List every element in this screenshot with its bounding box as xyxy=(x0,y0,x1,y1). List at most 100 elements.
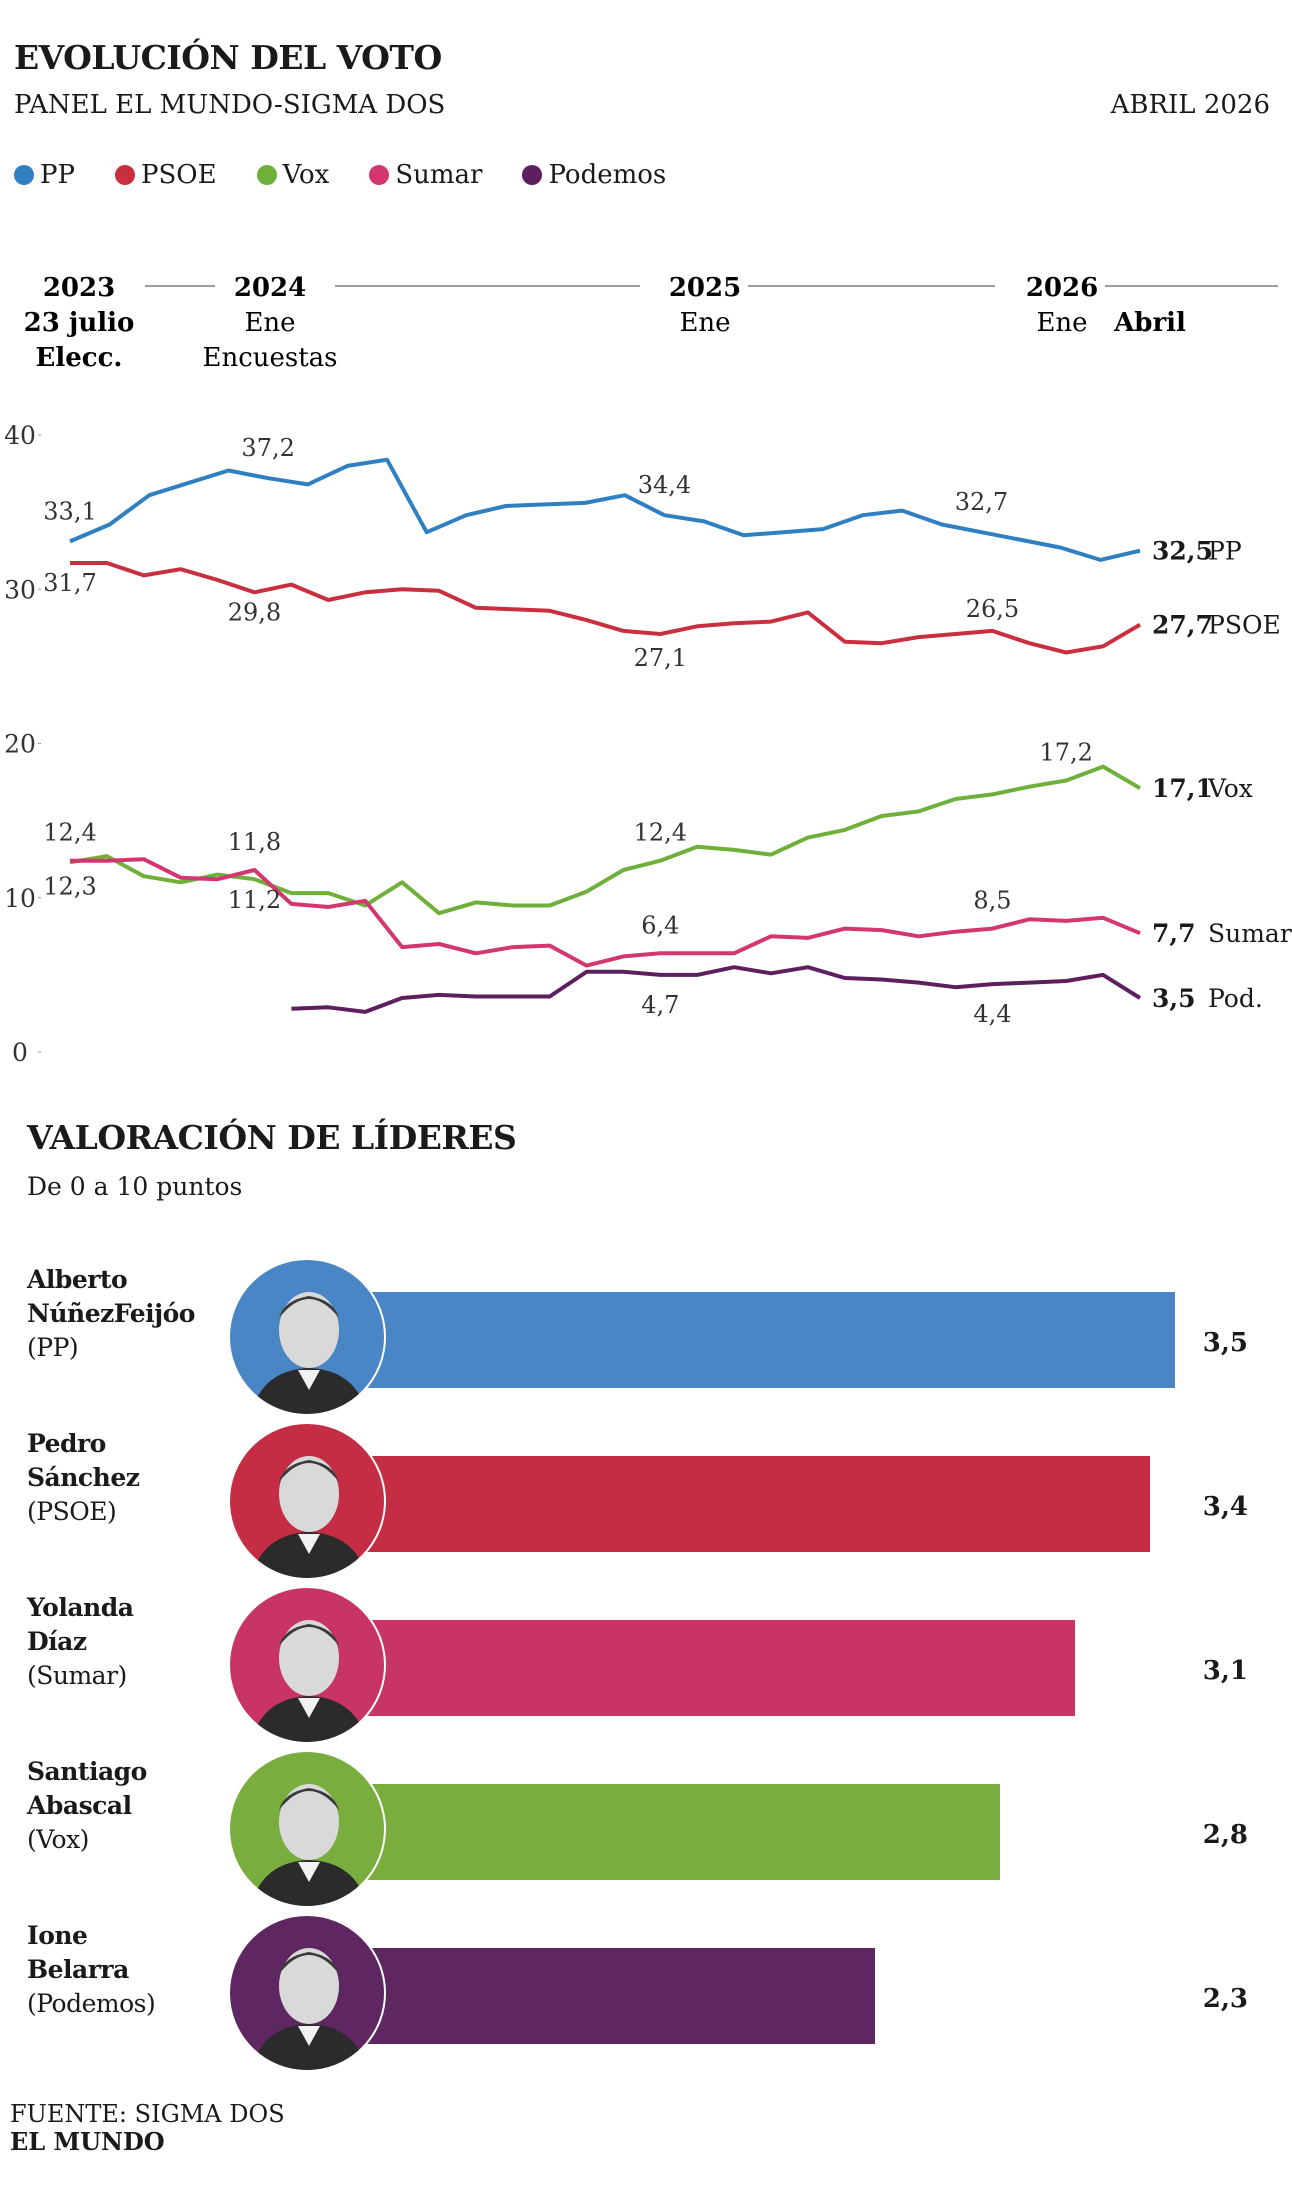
data-label: 34,4 xyxy=(638,471,691,499)
data-labels: 33,1 37,2 34,4 32,7 32,5PP 31,7 29,8 27,1 26,5 27… xyxy=(43,434,1292,1028)
timeline-label: Ene xyxy=(679,308,730,338)
leader-score: 3,1 xyxy=(1202,1656,1248,1686)
data-label: 8,5 xyxy=(973,887,1011,915)
leader-party: (Sumar) xyxy=(27,1661,127,1690)
leader-row: Pedro Sánchez (PSOE) 3,4 xyxy=(0,1422,1292,1580)
y-tick-label: 10 xyxy=(4,884,36,913)
leader-avatar xyxy=(228,1258,386,1416)
end-series-label: PP xyxy=(1208,537,1242,566)
leader-bar xyxy=(300,1620,1075,1716)
leader-name: Santiago Abascal (Vox) xyxy=(27,1755,147,1857)
y-tick-label: 0 xyxy=(12,1038,28,1067)
leader-bar xyxy=(300,1292,1175,1388)
data-label: 27,1 xyxy=(634,644,687,672)
timeline-year-2026: 2026 xyxy=(1026,273,1098,303)
leader-row: Ione Belarra (Podemos) 2,3 xyxy=(0,1914,1292,2072)
end-value-label: 17,1 xyxy=(1152,774,1213,803)
legend-dot xyxy=(522,165,543,185)
leader-avatar xyxy=(228,1422,386,1580)
data-label: 32,7 xyxy=(955,488,1008,516)
data-label: 12,4 xyxy=(43,819,96,847)
leader-last-name: Díaz xyxy=(27,1627,87,1656)
data-label: 11,8 xyxy=(228,828,281,856)
series-line-psoe xyxy=(70,561,1142,655)
legend-item-podemos: Podemos xyxy=(522,160,666,190)
data-label: 31,7 xyxy=(43,569,96,597)
data-label: 17,2 xyxy=(1039,739,1092,767)
legend-dot xyxy=(256,165,277,185)
portrait-icon xyxy=(251,1620,367,1742)
series-line-pp xyxy=(69,457,1141,562)
leader-party: (PP) xyxy=(27,1333,79,1362)
series-line-vox xyxy=(69,764,1142,916)
data-label: 29,8 xyxy=(228,598,281,626)
data-label: 11,2 xyxy=(228,886,281,914)
legend-label: PSOE xyxy=(141,160,217,190)
leader-name: Pedro Sánchez (PSOE) xyxy=(27,1427,140,1529)
leader-row: Alberto NúñezFeijóo (PP) 3,5 xyxy=(0,1258,1292,1416)
legend-item-pp: PP xyxy=(14,160,75,190)
leader-last-name: NúñezFeijóo xyxy=(27,1299,196,1328)
portrait-icon xyxy=(251,1948,367,2070)
series-line-podemos xyxy=(291,965,1142,1014)
data-label: 26,5 xyxy=(966,595,1019,623)
data-label: 33,1 xyxy=(43,497,96,525)
portrait-icon xyxy=(251,1784,367,1906)
leaders-subtitle: De 0 a 10 puntos xyxy=(27,1172,243,1201)
legend-label: Sumar xyxy=(395,160,483,190)
y-tick-label: 30 xyxy=(4,575,36,604)
end-series-label: Pod. xyxy=(1208,984,1263,1013)
data-label: 12,3 xyxy=(43,872,96,900)
data-label: 6,4 xyxy=(641,911,679,939)
timeline-year-2025: 2025 xyxy=(669,273,741,303)
leader-avatar xyxy=(228,1750,386,1908)
leader-first-name: Pedro xyxy=(27,1429,106,1458)
end-series-label: Vox xyxy=(1207,774,1253,803)
legend-label: Vox xyxy=(282,160,330,190)
leader-bar xyxy=(300,1784,1000,1880)
timeline-label: Ene xyxy=(1036,308,1087,338)
legend-dot xyxy=(115,165,135,185)
brand-logo-text: EL MUNDO xyxy=(10,2127,165,2156)
series-line-sumar xyxy=(70,857,1141,968)
leader-first-name: Yolanda xyxy=(27,1593,134,1622)
vote-evolution-chart: 2023 23 julio Elecc. 2024 Ene Encuestas … xyxy=(4,273,1292,1067)
leader-bar xyxy=(300,1948,875,2044)
timeline-label: Elecc. xyxy=(36,343,123,373)
end-value-label: 7,7 xyxy=(1152,919,1196,948)
leader-name: Ione Belarra (Podemos) xyxy=(27,1919,156,2021)
legend-dot xyxy=(369,165,390,185)
legend-item-psoe: PSOE xyxy=(115,160,217,190)
data-label: 4,7 xyxy=(641,991,679,1019)
leader-score: 2,3 xyxy=(1202,1984,1248,2014)
timeline-header: 2023 23 julio Elecc. 2024 Ene Encuestas … xyxy=(24,273,1278,373)
leader-row: Santiago Abascal (Vox) 2,8 xyxy=(0,1750,1292,1908)
data-label: 4,4 xyxy=(973,1000,1011,1028)
end-value-label: 27,7 xyxy=(1152,611,1213,640)
end-series-label: Sumar xyxy=(1208,919,1292,948)
series-lines xyxy=(69,457,1142,1014)
leader-party: (Podemos) xyxy=(27,1989,156,2018)
chart-subtitle: PANEL EL MUNDO-SIGMA DOS xyxy=(14,90,446,120)
legend-label: PP xyxy=(40,160,75,190)
end-series-label: PSOE xyxy=(1208,611,1281,640)
leader-last-name: Abascal xyxy=(27,1791,132,1820)
y-tick-label: 40 xyxy=(4,421,36,450)
portrait-icon xyxy=(251,1456,367,1578)
source-note: FUENTE: SIGMA DOS EL MUNDO xyxy=(10,2100,285,2156)
leader-first-name: Ione xyxy=(27,1921,88,1950)
leader-last-name: Belarra xyxy=(27,1955,129,1984)
leaders-title: VALORACIÓN DE LÍDERES xyxy=(27,1118,517,1157)
data-label: 37,2 xyxy=(241,434,294,462)
leader-name: Yolanda Díaz (Sumar) xyxy=(27,1591,134,1693)
leader-row: Yolanda Díaz (Sumar) 3,1 xyxy=(0,1586,1292,1744)
y-tick-label: 20 xyxy=(4,730,36,759)
end-value-label: 3,5 xyxy=(1152,984,1196,1013)
timeline-year-2024: 2024 xyxy=(234,273,306,303)
timeline-label: Abril xyxy=(1113,308,1186,338)
leader-avatar xyxy=(228,1914,386,2072)
timeline-year-2023: 2023 xyxy=(43,273,115,303)
chart-title: EVOLUCIÓN DEL VOTO xyxy=(14,38,442,77)
leader-score: 3,5 xyxy=(1202,1328,1248,1358)
y-axis: 0 10 20 30 40 xyxy=(4,421,41,1067)
